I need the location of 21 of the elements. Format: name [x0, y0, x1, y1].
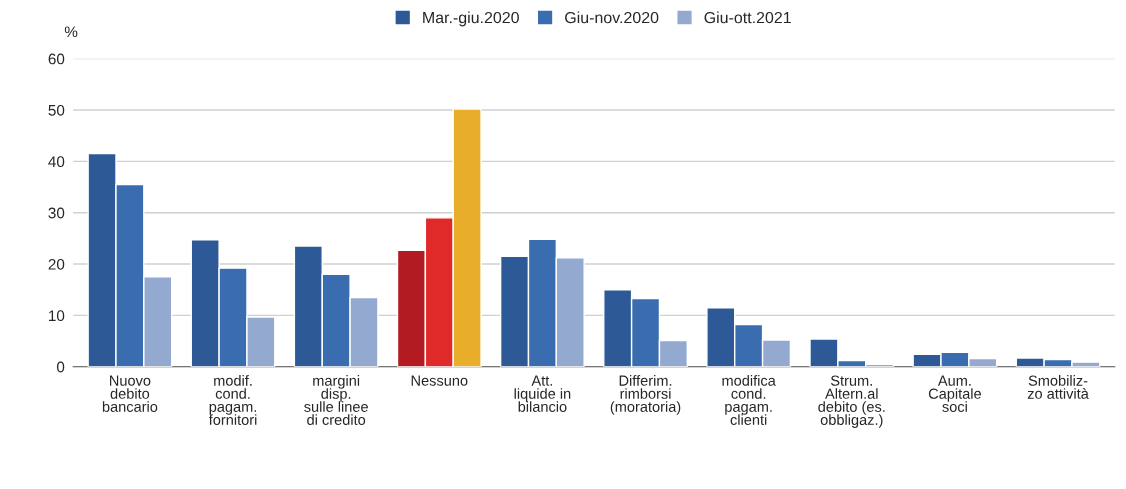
x-tick-label: Differim. rimborsi (moratoria)	[610, 375, 681, 415]
x-tick-label: Aum. Capitale soci	[928, 375, 981, 412]
y-tick-label: 20	[48, 258, 65, 270]
y-tick-label: 30	[48, 207, 65, 219]
x-tick-label: Nuovo debito bancario	[102, 375, 158, 412]
legend-label: Giu-nov.2020	[565, 11, 659, 24]
x-tick-label: Smobiliz- zo attività	[1027, 375, 1089, 399]
x-tick-label: Strum. Altern.al debito (es. obbligaz.)	[818, 375, 885, 428]
x-tick-label: Att. liquide in bilancio	[514, 375, 571, 412]
y-axis-title: %	[64, 26, 78, 38]
x-tick-label: margini disp. sulle linee di credito	[304, 375, 368, 425]
y-tick-label: 60	[48, 53, 65, 65]
y-tick-label: 0	[56, 361, 65, 373]
x-tick-label: modif. cond. pagam. fornitori	[208, 375, 257, 425]
x-tick-label: Nessuno	[411, 375, 468, 386]
x-tick-label: modifica cond. pagam. clienti	[722, 375, 776, 425]
y-tick-label: 10	[49, 310, 65, 322]
y-tick-label: 50	[48, 104, 65, 116]
legend-label: Mar.-giu.2020	[423, 11, 519, 27]
y-tick-label: 40	[48, 156, 65, 168]
legend-label: Giu-ott.2021	[704, 11, 791, 24]
